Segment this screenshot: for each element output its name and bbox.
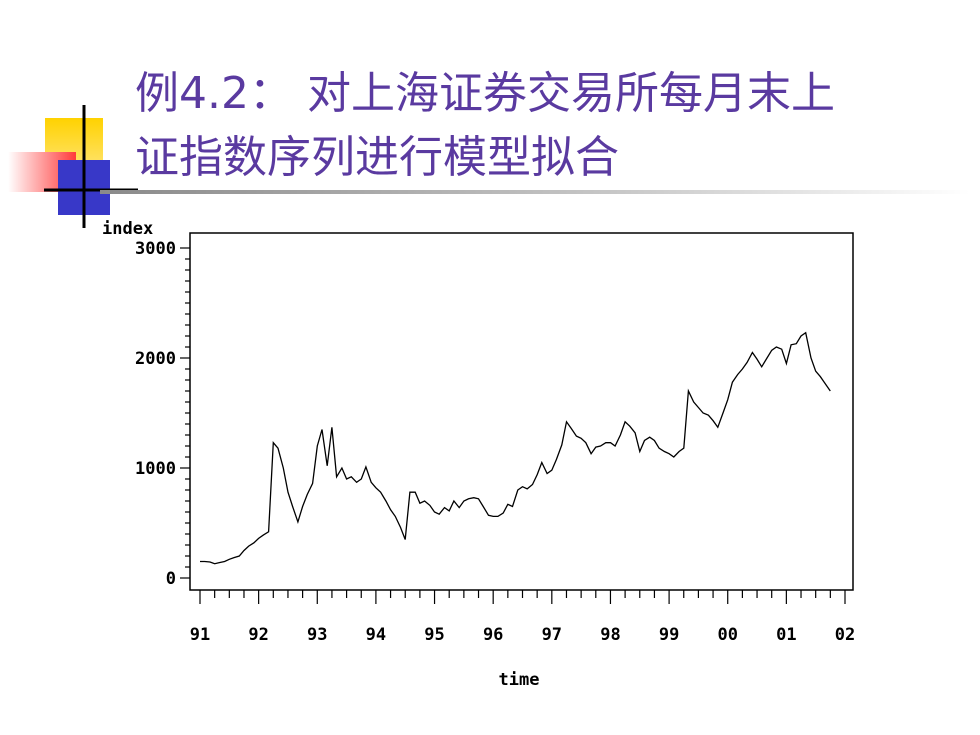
x-tick-label: 94 bbox=[366, 625, 386, 645]
x-tick-label: 00 bbox=[717, 625, 737, 645]
x-tick-label: 02 bbox=[835, 625, 855, 645]
y-tick-label: 2000 bbox=[135, 349, 176, 369]
slide-title-line-1: 例4.2： 对上海证券交易所每月末上 bbox=[135, 68, 835, 119]
y-tick-label: 0 bbox=[166, 569, 176, 589]
title-underline bbox=[100, 190, 970, 194]
plot-frame bbox=[189, 232, 854, 591]
x-axis-label: time bbox=[499, 670, 540, 690]
y-tick-label: 3000 bbox=[135, 239, 176, 259]
y-tick-label: 1000 bbox=[135, 459, 176, 479]
x-tick-label: 93 bbox=[307, 625, 327, 645]
x-tick-label: 01 bbox=[776, 625, 796, 645]
y-axis-ticks: 0 1000 2000 3000 bbox=[135, 239, 190, 589]
x-tick-label: 96 bbox=[483, 625, 503, 645]
x-tick-label: 95 bbox=[424, 625, 444, 645]
slide-title-line-2: 证指数序列进行模型拟合 bbox=[135, 132, 619, 183]
series-line-index bbox=[200, 331, 831, 565]
x-tick-label: 98 bbox=[600, 625, 620, 645]
x-axis-ticks: 91 92 93 94 95 96 97 98 99 00 01 02 bbox=[190, 590, 855, 645]
x-tick-label: 97 bbox=[542, 625, 562, 645]
y-axis-label: index bbox=[102, 219, 153, 239]
bullet-decoration bbox=[8, 105, 138, 228]
x-tick-label: 92 bbox=[248, 625, 268, 645]
x-tick-label: 91 bbox=[190, 625, 210, 645]
x-tick-label: 99 bbox=[659, 625, 679, 645]
